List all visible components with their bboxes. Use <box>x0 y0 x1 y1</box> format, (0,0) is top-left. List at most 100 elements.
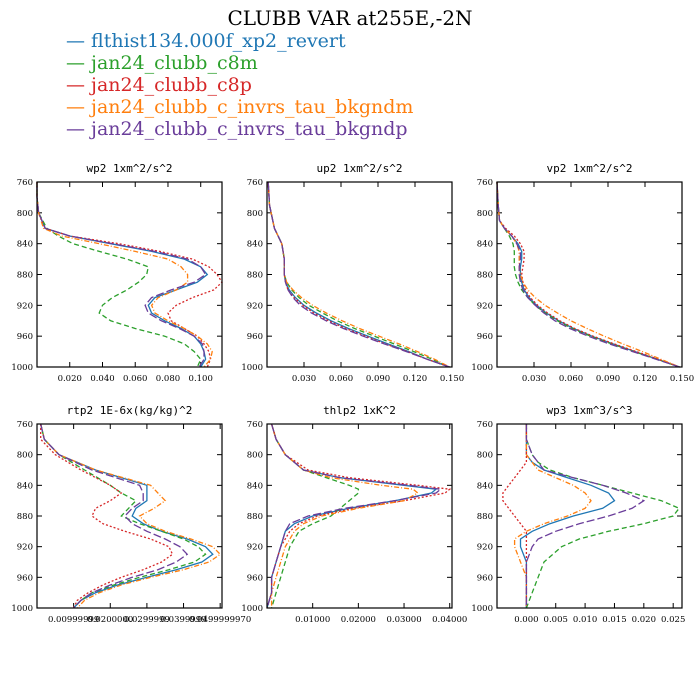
series-line <box>496 181 680 368</box>
y-tick-label: 800 <box>247 209 263 219</box>
y-tick-label: 760 <box>17 420 33 430</box>
y-tick-label: 960 <box>17 332 33 342</box>
x-tick-label: 0.000 <box>514 615 538 625</box>
x-tick-label: 0.010 <box>573 615 597 625</box>
series-line <box>496 181 680 368</box>
series-line <box>267 181 450 368</box>
chart-panel: up2 1xm^2/s^2 760 800 840 880 920 960 1000 0.030… <box>241 162 464 384</box>
series-line <box>267 181 450 368</box>
x-tick-label: 0.040 <box>90 374 114 384</box>
y-tick-label: 960 <box>477 332 493 342</box>
chart-panel: rtp2 1E-6x(kg/kg)^2 760 800 840 880 920 960 100… <box>11 404 251 625</box>
series-line <box>36 182 202 368</box>
x-tick-label: 0.120 <box>403 374 427 384</box>
x-tick-label: 0.0499999970 <box>189 615 251 625</box>
plot-frame <box>266 423 453 609</box>
x-tick-label: 0.020 <box>632 615 656 625</box>
series-line <box>267 181 450 368</box>
figure-title: CLUBB VAR at255E,-2N <box>227 6 473 30</box>
legend-label: flthist134.000f_xp2_revert <box>91 30 346 52</box>
x-tick-label: 0.080 <box>156 374 180 384</box>
x-tick-label: 0.0399999 <box>161 615 207 625</box>
y-tick-label: 880 <box>477 512 493 522</box>
series-line <box>36 182 209 368</box>
y-tick-label: 880 <box>17 512 33 522</box>
y-tick-label: 960 <box>247 332 263 342</box>
x-tick-label: 0.150 <box>670 374 694 384</box>
y-tick-label: 880 <box>247 512 263 522</box>
y-tick-label: 920 <box>17 543 33 553</box>
x-tick-label: 0.0299999 <box>124 615 170 625</box>
plot-frame <box>496 423 683 609</box>
y-tick-label: 920 <box>247 543 263 553</box>
legend: — flthist134.000f_xp2_revert — jan24_clu… <box>66 30 413 140</box>
x-tick-label: 0.03000 <box>386 615 421 625</box>
y-tick-label: 1000 <box>241 363 263 373</box>
series-line <box>496 181 680 368</box>
chart-panel: vp2 1xm^2/s^2 760 800 840 880 920 960 1000 0.030… <box>471 162 694 384</box>
legend-entry: — jan24_clubb_c_invrs_tau_bkgndp <box>66 118 408 140</box>
legend-entry: — jan24_clubb_c_invrs_tau_bkgndm <box>66 96 414 118</box>
series-line <box>36 182 223 368</box>
x-tick-label: 0.090 <box>596 374 620 384</box>
y-tick-label: 760 <box>477 178 493 188</box>
y-tick-label: 1000 <box>471 363 493 373</box>
series-line <box>266 423 443 609</box>
x-tick-label: 0.090 <box>366 374 390 384</box>
series-line <box>502 424 528 608</box>
chart-panel: wp2 1xm^2/s^2 760 800 840 880 920 960 1000 0.020… <box>11 162 223 384</box>
y-tick-label: 840 <box>17 240 33 250</box>
y-tick-label: 960 <box>247 573 263 583</box>
panel-title: up2 1xm^2/s^2 <box>316 162 402 175</box>
y-tick-label: 760 <box>247 178 263 188</box>
panel-title: rtp2 1E-6x(kg/kg)^2 <box>67 404 193 417</box>
y-tick-label: 760 <box>247 420 263 430</box>
series-line <box>40 423 214 609</box>
y-tick-label: 840 <box>17 481 33 491</box>
y-tick-label: 800 <box>17 209 33 219</box>
legend-label: jan24_clubb_c8m <box>91 52 258 74</box>
x-tick-label: 0.0200000 <box>87 615 133 625</box>
panel-title: vp2 1xm^2/s^2 <box>546 162 632 175</box>
y-tick-label: 840 <box>247 481 263 491</box>
x-tick-label: 0.015 <box>602 615 626 625</box>
y-tick-label: 920 <box>477 301 493 311</box>
x-tick-label: 0.020 <box>58 374 82 384</box>
y-tick-label: 920 <box>477 543 493 553</box>
plot-frame <box>266 181 453 368</box>
x-tick-label: 0.100 <box>189 374 213 384</box>
legend-label: jan24_clubb_c8p <box>91 74 252 96</box>
x-tick-label: 0.00999999 <box>48 615 99 625</box>
x-tick-label: 0.02000 <box>341 615 376 625</box>
y-tick-label: 760 <box>17 178 33 188</box>
series-line <box>267 181 450 368</box>
y-tick-label: 840 <box>477 240 493 250</box>
y-tick-label: 1000 <box>11 604 33 614</box>
y-tick-label: 840 <box>477 481 493 491</box>
series-line <box>36 182 213 368</box>
chart-panel: wp3 1xm^3/s^3 760 800 840 880 920 960 1000 0.000… <box>471 404 685 625</box>
y-tick-label: 880 <box>247 271 263 281</box>
y-tick-label: 800 <box>17 451 33 461</box>
x-tick-label: 0.150 <box>440 374 464 384</box>
x-tick-label: 0.030 <box>522 374 546 384</box>
panel-title: wp3 1xm^3/s^3 <box>546 404 632 417</box>
plot-frame <box>496 181 683 368</box>
y-tick-label: 880 <box>477 271 493 281</box>
series-line <box>267 181 450 368</box>
legend-label: jan24_clubb_c_invrs_tau_bkgndm <box>91 96 414 118</box>
series-line <box>496 181 680 368</box>
x-tick-label: 0.005 <box>544 615 568 625</box>
legend-entry: — jan24_clubb_c8p <box>66 74 252 96</box>
y-tick-label: 920 <box>17 301 33 311</box>
y-tick-label: 800 <box>477 209 493 219</box>
x-tick-label: 0.04000 <box>432 615 467 625</box>
x-tick-label: 0.060 <box>123 374 147 384</box>
x-tick-label: 0.060 <box>329 374 353 384</box>
series-line <box>40 423 189 609</box>
y-tick-label: 1000 <box>471 604 493 614</box>
plot-frame <box>36 181 223 368</box>
series-line <box>270 423 360 609</box>
y-tick-label: 760 <box>477 420 493 430</box>
